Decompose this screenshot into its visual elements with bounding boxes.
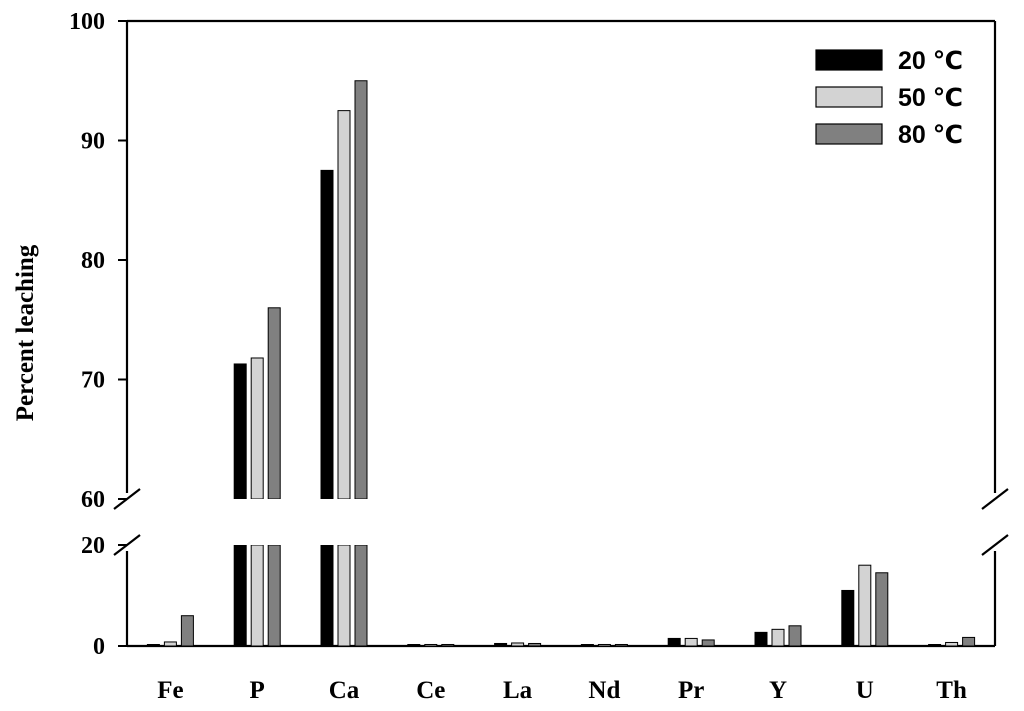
bar: [701, 639, 715, 647]
bar: [354, 544, 368, 647]
axis-break-gap: [107, 499, 1015, 545]
bar: [684, 637, 698, 647]
y-tick-label: 100: [69, 9, 105, 35]
axis-break-marks: [107, 488, 1015, 556]
x-tick-label: La: [503, 677, 533, 704]
x-tick-label: Y: [769, 677, 787, 704]
bar: [528, 642, 542, 647]
x-tick-label: Th: [936, 677, 967, 704]
legend-label: 50 ℃: [898, 84, 963, 112]
bar: [441, 643, 455, 647]
legend-swatch: [815, 86, 883, 108]
bar: [250, 544, 264, 647]
y-axis-title: Percent leaching: [12, 244, 39, 421]
bar: [146, 644, 160, 647]
axis-break-mark-right-lower: [981, 534, 1009, 556]
x-tick-label: P: [250, 677, 265, 704]
bar: [494, 642, 508, 647]
bar: [597, 643, 611, 647]
bar: [267, 307, 281, 500]
bar: [771, 628, 785, 647]
bar: [928, 644, 942, 647]
x-tick-labels: Fe P Ca Ce La Nd Pr Y U Th: [157, 677, 967, 704]
bar: [614, 643, 628, 647]
bar: [163, 641, 177, 647]
bar: [962, 636, 976, 647]
bar: [233, 363, 247, 500]
y-tick-label: 80: [81, 248, 105, 274]
bar: [858, 564, 872, 647]
bar: [354, 80, 368, 500]
bar: [267, 544, 281, 647]
bar: [580, 644, 594, 647]
x-tick-label: Fe: [157, 677, 183, 704]
x-tick-label: Ca: [329, 677, 360, 704]
bar: [788, 625, 802, 647]
bar: [754, 631, 768, 647]
x-tick-label: Ce: [416, 677, 445, 704]
bar: [320, 544, 334, 647]
legend-swatch: [815, 123, 883, 145]
legend-label: 20 ℃: [898, 47, 963, 75]
bar: [511, 642, 525, 647]
x-tick-label: U: [856, 677, 874, 704]
y-tick-label: 0: [93, 634, 105, 660]
bar: [841, 589, 855, 647]
bar: [320, 169, 334, 500]
bar: [180, 615, 194, 647]
x-tick-label: Pr: [678, 677, 704, 704]
bar: [945, 641, 959, 647]
bar: [337, 110, 351, 500]
y-ticks: 0 20 60 70 80 90 100: [69, 9, 127, 660]
bar: [424, 643, 438, 647]
legend: 20 ℃ 50 ℃ 80 ℃: [815, 47, 963, 149]
bar: [250, 357, 264, 500]
y-tick-label: 60: [81, 487, 105, 513]
bar: [875, 572, 889, 647]
axis-break-mark-right-upper: [981, 488, 1009, 510]
y-tick-label: 20: [81, 533, 105, 559]
bars: [146, 80, 976, 647]
y-tick-label: 90: [81, 129, 105, 155]
y-tick-label: 70: [81, 368, 105, 394]
bar: [337, 544, 351, 647]
legend-swatch: [815, 49, 883, 71]
legend-label: 80 ℃: [898, 121, 963, 149]
bar: [407, 644, 421, 647]
bar: [667, 637, 681, 647]
bar: [233, 544, 247, 647]
x-tick-label: Nd: [588, 677, 620, 704]
